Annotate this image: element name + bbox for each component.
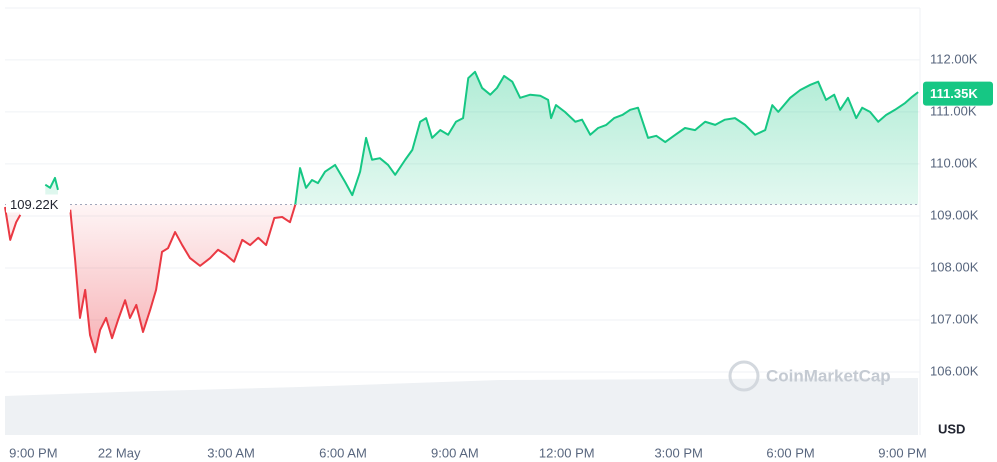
x-tick-label: 3:00 PM	[654, 445, 702, 460]
y-tick-label: 111.00K	[930, 103, 977, 118]
y-tick-label: 108.00K	[930, 259, 979, 274]
y-tick-label: 106.00K	[930, 363, 979, 378]
baseline-label: 109.22K	[10, 197, 59, 212]
y-tick-label: 107.00K	[930, 311, 979, 326]
x-tick-label: 9:00 PM	[878, 445, 926, 460]
y-unit: USD	[938, 421, 965, 436]
watermark-text: CoinMarketCap	[766, 366, 891, 385]
x-tick-label: 22 May	[98, 445, 141, 460]
y-tick-label: 109.00K	[930, 207, 979, 222]
baseline-label-bg	[6, 194, 70, 213]
watermark: CoinMarketCap	[728, 360, 891, 392]
x-tick-label: 6:00 PM	[766, 445, 814, 460]
y-tick-label: 112.00K	[930, 51, 978, 66]
y-tick-label: 110.00K	[930, 155, 978, 170]
x-tick-label: 12:00 PM	[539, 445, 595, 460]
watermark-logo	[728, 360, 760, 392]
last-price-bg	[923, 81, 993, 106]
x-tick-label: 3:00 AM	[207, 445, 255, 460]
price-line	[4, 70, 919, 354]
x-tick-label: 9:00 PM	[9, 445, 57, 460]
x-tick-label: 9:00 AM	[431, 445, 479, 460]
plot	[4, 70, 920, 354]
x-tick-label: 6:00 AM	[319, 445, 367, 460]
area-fill	[5, 71, 919, 353]
volume-band	[5, 378, 918, 435]
last-price-label: 111.35K	[930, 86, 978, 101]
